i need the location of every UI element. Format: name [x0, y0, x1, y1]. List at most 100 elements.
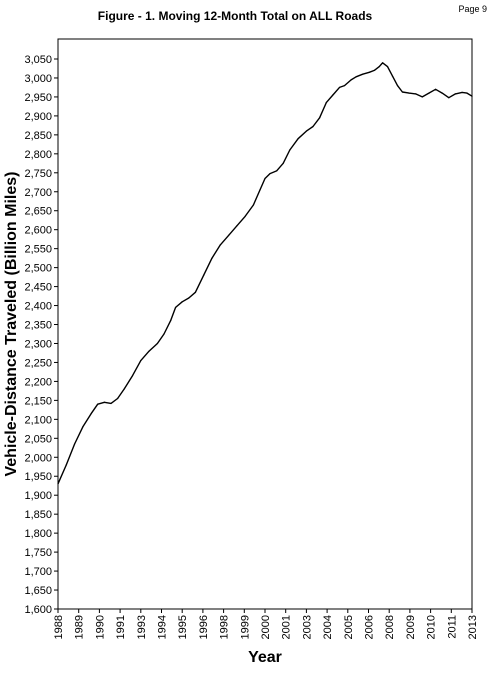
data-point: [65, 464, 67, 466]
x-tick-label: 2009: [405, 615, 417, 639]
data-point: [325, 102, 327, 104]
data-point: [386, 65, 389, 68]
data-point: [269, 172, 271, 175]
data-point: [188, 297, 190, 299]
y-tick-label: 2,900: [24, 111, 52, 123]
x-tick-label: 1990: [94, 615, 106, 639]
y-tick-label: 2,700: [24, 187, 52, 199]
data-point: [181, 301, 183, 303]
y-tick-label: 1,900: [24, 490, 52, 502]
x-tick-label: 2010: [426, 615, 438, 639]
chart-title: Figure - 1. Moving 12-Month Total on ALL…: [97, 9, 373, 23]
y-tick-label: 1,950: [24, 471, 52, 483]
data-point: [396, 84, 399, 87]
y-tick-label: 2,800: [24, 149, 52, 161]
data-point: [82, 426, 84, 428]
data-point: [110, 402, 112, 405]
y-tick-label: 2,450: [24, 282, 52, 294]
data-point: [391, 75, 394, 77]
y-tick-label: 3,050: [24, 54, 52, 66]
data-point: [312, 125, 314, 128]
data-point: [378, 65, 380, 68]
data-point: [368, 71, 370, 73]
x-tick-label: 1994: [157, 615, 169, 639]
y-tick-label: 2,500: [24, 263, 52, 275]
y-tick-label: 2,950: [24, 92, 52, 104]
y-tick-label: 2,200: [24, 376, 52, 388]
series-line-0: [57, 62, 473, 485]
y-tick-label: 2,300: [24, 338, 52, 350]
x-tick-label: 1999: [239, 615, 251, 639]
data-point: [117, 397, 119, 400]
data-point: [428, 92, 430, 94]
y-tick-label: 1,750: [24, 547, 52, 559]
data-point: [140, 359, 142, 362]
y-tick-label: 1,800: [24, 528, 52, 540]
x-tick-label: 2006: [364, 615, 376, 639]
data-point: [236, 225, 238, 227]
data-point: [211, 257, 213, 259]
data-point: [163, 333, 165, 335]
data-point: [408, 92, 410, 94]
data-point: [454, 93, 457, 95]
y-axis-title: Vehicle-Distance Traveled (Billion Miles…: [3, 172, 20, 477]
page-number: Page 9: [458, 4, 487, 14]
x-tick-label: 2001: [281, 615, 293, 639]
y-tick-label: 2,050: [24, 433, 52, 445]
x-tick-label: 2011: [446, 615, 458, 639]
data-point: [203, 274, 205, 276]
y-tick-label: 2,350: [24, 320, 52, 332]
data-point: [305, 130, 307, 132]
data-point: [381, 62, 384, 64]
data-point: [434, 88, 437, 90]
data-point: [441, 92, 443, 94]
data-point: [156, 342, 158, 345]
y-tick-label: 1,850: [24, 509, 52, 521]
x-tick-label: 2013: [467, 615, 479, 639]
x-tick-label: 1991: [115, 615, 127, 639]
y-tick-label: 2,100: [24, 414, 52, 426]
x-tick-label: 1995: [177, 615, 189, 639]
y-tick-label: 1,650: [24, 585, 52, 597]
data-point: [57, 483, 59, 485]
x-tick-label: 2008: [384, 615, 396, 639]
data-point: [355, 76, 357, 78]
y-axis-ticks: [54, 58, 58, 610]
data-point: [373, 69, 375, 71]
y-tick-label: 2,150: [24, 395, 52, 407]
x-axis-title: Year: [248, 649, 282, 666]
x-tick-label: 2000: [260, 615, 272, 639]
data-point: [219, 244, 221, 246]
data-point: [466, 92, 468, 94]
x-tick-label: 1988: [53, 615, 65, 639]
series-layer: [57, 62, 473, 485]
data-point: [264, 177, 266, 180]
y-tick-label: 2,400: [24, 301, 52, 313]
data-point: [103, 401, 105, 403]
data-point: [319, 117, 321, 119]
data-point: [275, 170, 278, 172]
data-point: [297, 138, 299, 140]
data-point: [448, 97, 450, 99]
data-point: [148, 350, 150, 352]
x-axis-tick-labels: 1988 1989 1990 1991 1993 1994 1995 1996 1998 1999…: [53, 615, 479, 639]
x-tick-label: 2003: [301, 615, 313, 639]
data-point: [244, 215, 246, 218]
x-axis-ticks: [57, 609, 473, 613]
data-point: [170, 320, 172, 322]
y-tick-label: 2,650: [24, 206, 52, 218]
data-point: [332, 94, 334, 96]
data-point: [227, 234, 230, 236]
data-point: [401, 91, 404, 93]
y-tick-label: 3,000: [24, 73, 52, 85]
data-point: [73, 443, 76, 445]
x-tick-label: 2004: [322, 615, 334, 639]
data-point: [131, 375, 134, 377]
x-tick-label: 1989: [74, 615, 86, 639]
y-tick-label: 2,550: [24, 244, 52, 256]
x-tick-label: 1998: [219, 615, 231, 639]
data-point: [461, 91, 463, 93]
data-point: [259, 189, 261, 191]
y-tick-label: 2,250: [24, 357, 52, 369]
